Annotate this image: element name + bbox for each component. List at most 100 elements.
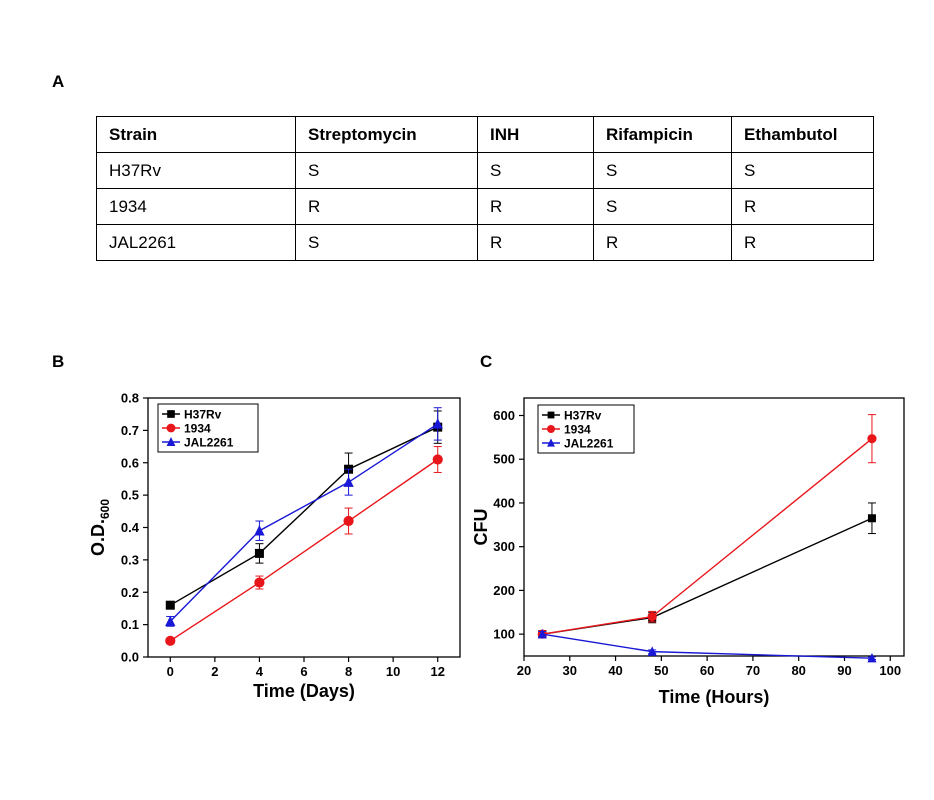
x-tick-label: 20 [517,663,531,678]
x-tick-label: 90 [837,663,851,678]
y-tick-label: 0.3 [121,552,139,567]
table-cell: R [295,188,478,225]
resistance-table: Strain Streptomycin INH Rifampicin Etham… [96,116,874,261]
legend-label: JAL2261 [184,436,234,450]
legend-label: JAL2261 [564,437,614,451]
x-tick-label: 0 [167,664,174,679]
series-line [169,423,439,622]
x-tick-label: 6 [300,664,307,679]
legend-marker [167,410,175,418]
column-header: Strain [96,116,296,153]
legend-label: 1934 [564,423,591,437]
data-point [867,652,877,663]
table-cell: R [477,224,594,261]
y-axis-title-main: CFU [471,509,491,546]
series-line [542,438,873,635]
y-axis-title-main: O.D. [88,519,108,556]
table-row: JAL2261 S R R R [96,224,874,261]
table-cell: S [593,152,732,189]
y-tick-label: 0.2 [121,585,139,600]
y-tick-label: 200 [493,583,515,598]
x-tick-label: 70 [746,663,760,678]
panel-label-b: B [52,352,65,371]
x-tick-label: 100 [879,663,901,678]
data-point [867,514,876,523]
legend-marker [166,423,176,433]
x-tick-label: 10 [386,664,400,679]
plot-frame [523,397,905,657]
y-tick-label: 0.4 [121,520,140,535]
series-jal2261 [165,407,443,627]
data-point [647,646,657,656]
table-cell: H37Rv [96,152,296,189]
series-line [169,458,439,642]
panel-label-c: C [480,352,493,371]
column-header: Ethambutol [731,116,874,153]
y-tick-label: 0.1 [121,617,139,632]
y-axis-title: O.D.600 [88,499,112,556]
table-cell: S [593,188,732,225]
data-point [537,628,547,639]
table-row: H37Rv S S S S [96,152,874,189]
series-jal2261 [537,628,877,663]
x-tick-label: 12 [430,664,444,679]
column-header: Streptomycin [295,116,478,153]
data-point [343,476,354,487]
series-line [169,426,439,606]
data-point [432,454,443,465]
data-point [254,525,265,536]
y-tick-label: 100 [493,627,515,642]
y-axis-title: CFU [471,509,491,546]
legend-marker [547,425,555,433]
y-tick-label: 0.5 [121,488,139,503]
data-point [165,600,175,610]
y-tick-label: 0.0 [121,650,139,665]
y-axis-title-text: CFU [471,509,491,546]
table-row: 1934 R R S R [96,188,874,225]
column-header: Rifampicin [593,116,732,153]
table-cell: S [731,152,874,189]
data-point [254,548,264,558]
legend-label: 1934 [184,422,211,436]
data-point [165,615,176,627]
y-tick-label: 0.7 [121,423,139,438]
table-cell: JAL2261 [96,224,296,261]
y-tick-label: 400 [493,495,515,510]
x-tick-label: 40 [608,663,622,678]
legend-marker [166,436,176,447]
x-tick-label: 80 [791,663,805,678]
y-tick-label: 500 [493,452,515,467]
table-cell: S [295,152,478,189]
panel-label-a: A [52,72,65,91]
x-tick-label: 30 [563,663,577,678]
data-point [165,635,176,646]
table-cell: R [731,224,874,261]
data-point [647,612,657,622]
series-line [542,633,872,659]
legend-marker [547,438,555,447]
y-tick-label: 300 [493,539,515,554]
y-tick-label: 0.6 [121,455,139,470]
legend-label: H37Rv [184,408,222,422]
x-tick-label: 8 [345,664,352,679]
y-axis-title-subscript: 600 [98,499,112,519]
data-point [343,515,354,527]
legend-marker [547,411,555,419]
x-axis-title: Time (Hours) [659,687,770,707]
y-tick-label: 0.8 [121,391,139,406]
y-tick-label: 600 [493,408,515,423]
x-tick-label: 4 [256,664,264,679]
series-line [542,517,873,635]
x-tick-label: 2 [211,664,218,679]
data-point [867,434,877,444]
table-header-row: Strain Streptomycin INH Rifampicin Etham… [96,116,874,153]
series-1934 [165,446,443,646]
y-axis-title-text: O.D.600 [88,499,112,556]
x-axis-title: Time (Days) [253,681,355,701]
series-h37rv [538,502,876,639]
data-point [432,418,443,429]
legend-label: H37Rv [564,409,602,423]
x-tick-label: 50 [654,663,668,678]
